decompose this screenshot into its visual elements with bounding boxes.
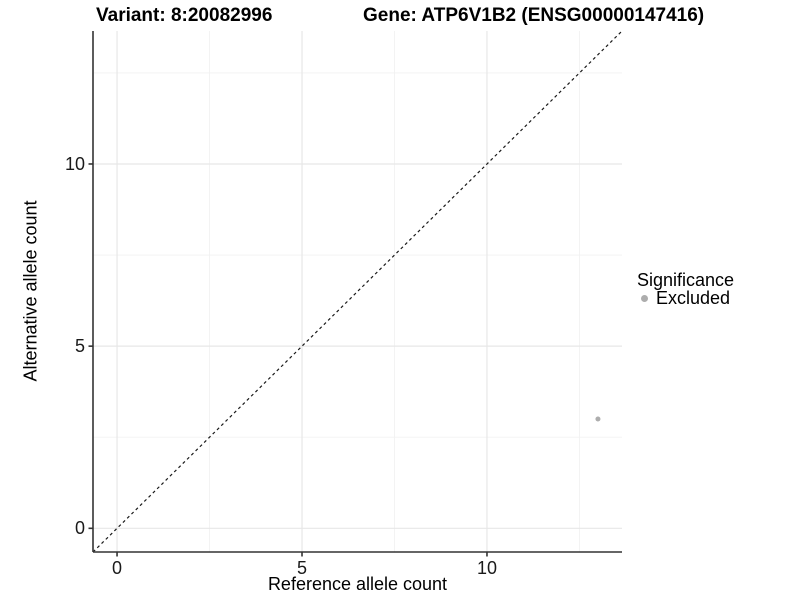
y-tick-label: 5 [74, 336, 85, 357]
variant-title: Variant: 8:20082996 [96, 5, 273, 26]
y-tick-label: 10 [64, 153, 85, 174]
x-tick-label: 10 [476, 558, 497, 578]
data-point [595, 416, 601, 422]
gene-title: Gene: ATP6V1B2 (ENSG00000147416) [363, 5, 705, 26]
x-tick-label: 5 [296, 558, 308, 578]
x-axis-title: Reference allele count [267, 574, 448, 594]
legend: Significance Excluded [637, 271, 734, 307]
plot-panel [88, 30, 623, 557]
legend-entry-excluded: Excluded [637, 289, 734, 307]
legend-point-icon [641, 294, 648, 302]
legend-entry-label: Excluded [656, 288, 731, 308]
y-axis-title: Alternative allele count [20, 200, 41, 382]
legend-title: Significance [637, 270, 735, 290]
x-tick-label: 0 [112, 558, 123, 578]
y-tick-label: 0 [74, 518, 85, 539]
identity-line [92, 30, 623, 553]
